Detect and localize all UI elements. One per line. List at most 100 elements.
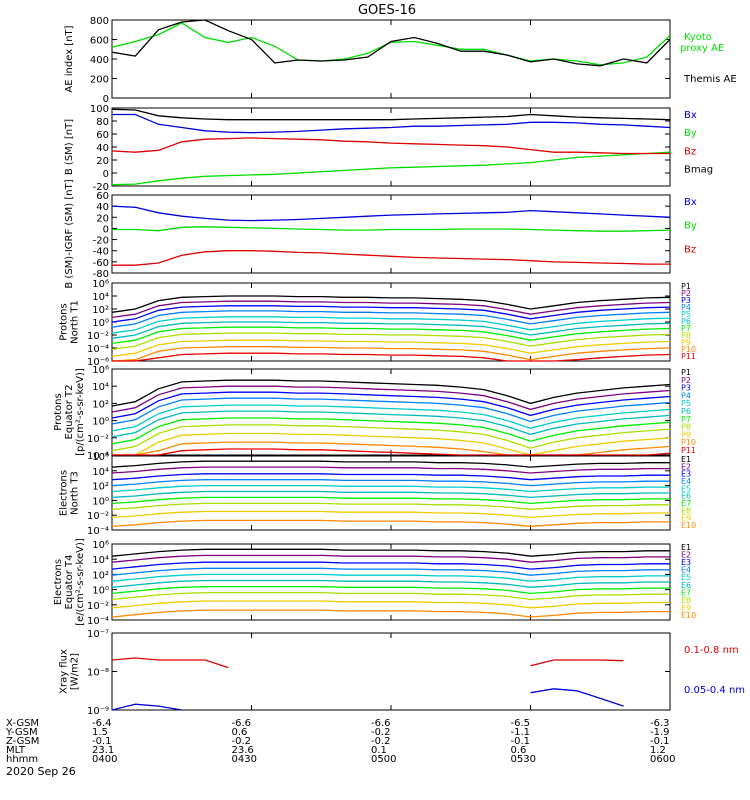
y-axis-label: Xray flux: [59, 649, 70, 694]
y-tick-label: 10⁴: [92, 555, 109, 566]
legend-entry: Bz: [684, 146, 696, 157]
ephemeris-value: -6.4: [92, 718, 112, 729]
channel-line-p7: [111, 417, 671, 445]
ephemeris-value: -0.1: [511, 736, 531, 747]
ephemeris-row-label: MLT: [6, 745, 26, 756]
ephemeris-value: -6.5: [511, 718, 531, 729]
channel-line-e2: [111, 554, 670, 563]
channel-line-p6: [111, 410, 671, 438]
y-tick-label: 40: [96, 202, 109, 213]
legend-entry: Bx: [684, 110, 697, 121]
ephemeris-value: -1.9: [650, 727, 670, 738]
y-tick-label: 10⁻²: [87, 601, 109, 612]
channel-line-p5: [111, 404, 671, 432]
ephemeris-value: 1.2: [650, 745, 666, 756]
y-tick-label: 10⁻²: [87, 511, 109, 522]
channel-label: P10: [681, 345, 696, 354]
y-axis-label: Equator T4: [64, 555, 75, 610]
channel-line-p9: [112, 432, 671, 456]
y-axis-label: Protons: [53, 393, 64, 430]
y-tick-label: 10⁶: [92, 279, 109, 290]
series-line-themis-ae: [111, 19, 671, 67]
channel-line-e5: [111, 573, 670, 582]
ephemeris-value: 0600: [650, 754, 675, 765]
legend-entry: proxy AE: [680, 43, 724, 54]
legend-entry: 0.1-0.8 nm: [684, 645, 739, 656]
channel-line-e6: [111, 490, 670, 499]
y-tick-label: 60: [96, 130, 109, 141]
channel-label: P1: [681, 368, 691, 377]
ephemeris-value: 0.6: [511, 745, 527, 756]
y-tick-label: 20: [96, 213, 109, 224]
series-line-0-05-0-4-nm: [111, 688, 624, 711]
y-axis-label: Equator T2: [64, 385, 75, 440]
y-axis-label: [p/(cm²-s-sr-keV)]: [75, 368, 86, 456]
channel-line-e7: [111, 496, 670, 505]
y-tick-label: 10⁻²: [87, 331, 109, 342]
channel-line-e10: [111, 609, 670, 618]
channel-label: P2: [681, 289, 691, 298]
channel-label: E5: [681, 573, 691, 582]
series-line-0-1-0-8-nm: [111, 657, 624, 669]
channel-label: E6: [681, 492, 691, 501]
series-line-bx: [111, 205, 671, 222]
channel-label: E9: [681, 603, 691, 612]
channel-line-e10: [111, 519, 670, 527]
y-tick-label: 100: [90, 104, 109, 115]
panel-ee: 10⁻⁴ 10⁻² 10⁰ 10² 10⁴ 10⁶ Electrons Equator T4[…: [53, 538, 696, 627]
channel-line-e5: [111, 484, 670, 493]
y-tick-label: 10⁻⁴: [87, 526, 109, 537]
series-line-by: [111, 151, 671, 186]
channel-line-e9: [111, 510, 670, 519]
ephemeris-row-label: Y-GSM: [5, 727, 38, 738]
channel-line-p8: [111, 424, 671, 452]
ephemeris-value: 23.1: [92, 745, 114, 756]
y-tick-label: 0: [103, 94, 109, 105]
channel-line-e2: [111, 466, 670, 474]
legend-entry: By: [684, 221, 697, 232]
channel-line-e3: [111, 561, 670, 570]
plot-frame: [111, 194, 671, 274]
ephemeris-value: 0400: [92, 754, 117, 765]
ephemeris-row-label: hhmm: [6, 754, 38, 765]
y-tick-label: 10⁶: [92, 365, 109, 376]
panel-xray: 10⁻⁹ 10⁻⁸ 10⁻⁷ Xray flux [W/m2] 0.1-0.8 nm 0.0…: [59, 629, 746, 717]
y-tick-label: 10⁴: [92, 467, 109, 478]
channel-label: P4: [681, 303, 691, 312]
plot-frame: [111, 632, 671, 711]
channel-label: E9: [681, 514, 691, 523]
date-label: 2020 Sep 26: [6, 765, 76, 778]
y-tick-label: 10⁻⁴: [87, 451, 109, 462]
channel-label: E1: [681, 543, 691, 552]
channel-label: E10: [681, 611, 696, 620]
legend-entry: 0.05-0.4 nm: [684, 685, 745, 696]
channel-line-p3: [111, 305, 671, 323]
y-tick-label: -20: [93, 182, 109, 193]
y-tick-label: 80: [96, 117, 109, 128]
channel-label: P11: [681, 352, 696, 361]
y-tick-label: 40: [96, 143, 109, 154]
panel-pe: 10⁻⁴ 10⁻² 10⁰ 10² 10⁴ 10⁶ Protons Equator T2 [p/…: [53, 365, 696, 462]
channel-line-p4: [111, 310, 671, 328]
channel-label: E4: [681, 477, 691, 486]
channel-label: E6: [681, 581, 691, 590]
ephemeris-value: -6.3: [650, 718, 670, 729]
series-line-kyoto-proxy-ae: [111, 22, 671, 66]
channel-line-e1: [111, 460, 670, 468]
ephemeris-value: -0.1: [92, 736, 112, 747]
channel-label: P10: [681, 438, 696, 447]
y-tick-label: 10⁻⁹: [87, 706, 109, 717]
channel-label: E3: [681, 558, 691, 567]
ephemeris-row-label: X-GSM: [6, 718, 39, 729]
y-axis-label: North T1: [70, 300, 81, 344]
y-tick-label: -20: [93, 236, 109, 247]
channel-label: P6: [681, 317, 691, 326]
y-tick-label: 10⁻⁴: [87, 616, 109, 627]
ephemeris-value: -6.6: [371, 718, 391, 729]
y-tick-label: 10⁴: [92, 382, 109, 393]
channel-line-p6: [111, 321, 671, 339]
y-tick-label: 10⁻⁴: [87, 344, 109, 355]
channel-label: E4: [681, 566, 691, 575]
